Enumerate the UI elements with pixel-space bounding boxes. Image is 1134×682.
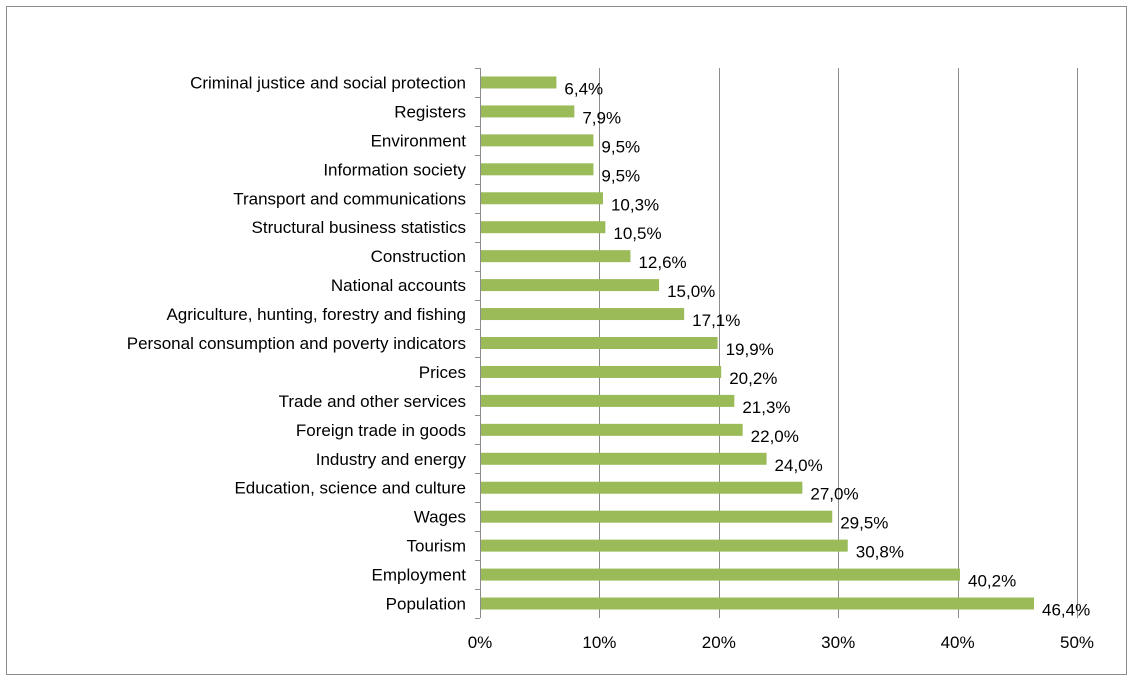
bar xyxy=(481,192,603,205)
labels: 0% 10% 20% 30% 40% 50% Criminal justice and so… xyxy=(127,73,1094,652)
bar xyxy=(481,481,803,494)
value-label: 10,5% xyxy=(613,224,661,243)
category-label: Trade and other services xyxy=(279,392,466,411)
value-label: 22,0% xyxy=(751,427,799,446)
category-label: National accounts xyxy=(331,276,466,295)
category-label: Prices xyxy=(419,363,466,382)
bar xyxy=(481,452,767,465)
value-label: 21,3% xyxy=(742,398,790,417)
chart-frame: 0% 10% 20% 30% 40% 50% Criminal justice and so… xyxy=(6,6,1127,675)
category-label: Foreign trade in goods xyxy=(296,421,466,440)
bar xyxy=(481,163,594,176)
value-label: 17,1% xyxy=(692,311,740,330)
value-label: 29,5% xyxy=(840,514,888,533)
value-label: 24,0% xyxy=(775,456,823,475)
bar xyxy=(481,365,722,378)
bar xyxy=(481,76,557,89)
category-label: Education, science and culture xyxy=(234,479,466,498)
bar xyxy=(481,539,848,552)
bars xyxy=(481,76,1035,610)
value-label: 19,9% xyxy=(726,340,774,359)
value-label: 6,4% xyxy=(564,79,603,98)
bar xyxy=(481,308,685,321)
gridlines xyxy=(599,68,1078,618)
bar-chart: 0% 10% 20% 30% 40% 50% Criminal justice and so… xyxy=(127,68,1094,652)
value-label: 46,4% xyxy=(1042,601,1090,620)
bar xyxy=(481,250,631,263)
category-label: Agriculture, hunting, forestry and fishi… xyxy=(166,305,466,324)
bar xyxy=(481,510,833,523)
value-label: 27,0% xyxy=(810,485,858,504)
category-label: Tourism xyxy=(406,537,466,556)
category-label: Construction xyxy=(371,247,466,266)
bar xyxy=(481,337,718,349)
axes xyxy=(475,68,481,619)
x-tick-label: 0% xyxy=(468,633,493,652)
bar xyxy=(481,221,606,234)
bar xyxy=(481,279,660,292)
value-label: 7,9% xyxy=(582,108,621,127)
category-label: Structural business statistics xyxy=(252,218,466,237)
category-label: Industry and energy xyxy=(316,450,467,469)
value-label: 40,2% xyxy=(968,572,1016,591)
value-label: 20,2% xyxy=(729,369,777,388)
value-label: 9,5% xyxy=(601,137,640,156)
value-label: 30,8% xyxy=(856,543,904,562)
category-label: Wages xyxy=(414,508,466,527)
bar xyxy=(481,568,960,581)
value-label: 15,0% xyxy=(667,282,715,301)
value-label: 9,5% xyxy=(601,166,640,185)
x-tick-label: 10% xyxy=(582,633,616,652)
category-label: Information society xyxy=(323,160,466,179)
bar xyxy=(481,597,1035,610)
x-tick-label: 40% xyxy=(941,633,975,652)
category-label: Criminal justice and social protection xyxy=(190,73,466,92)
category-label: Registers xyxy=(394,102,466,121)
bar xyxy=(481,394,735,407)
category-label: Population xyxy=(386,595,466,614)
category-label: Personal consumption and poverty indicat… xyxy=(127,334,466,353)
bar xyxy=(481,105,575,118)
value-label: 12,6% xyxy=(638,253,686,272)
x-tick-label: 20% xyxy=(702,633,736,652)
x-tick-label: 50% xyxy=(1060,633,1094,652)
bar xyxy=(481,423,743,436)
category-label: Employment xyxy=(372,566,467,585)
x-tick-label: 30% xyxy=(821,633,855,652)
bar xyxy=(481,134,594,147)
value-label: 10,3% xyxy=(611,195,659,214)
category-label: Environment xyxy=(371,131,467,150)
category-label: Transport and communications xyxy=(233,189,466,208)
